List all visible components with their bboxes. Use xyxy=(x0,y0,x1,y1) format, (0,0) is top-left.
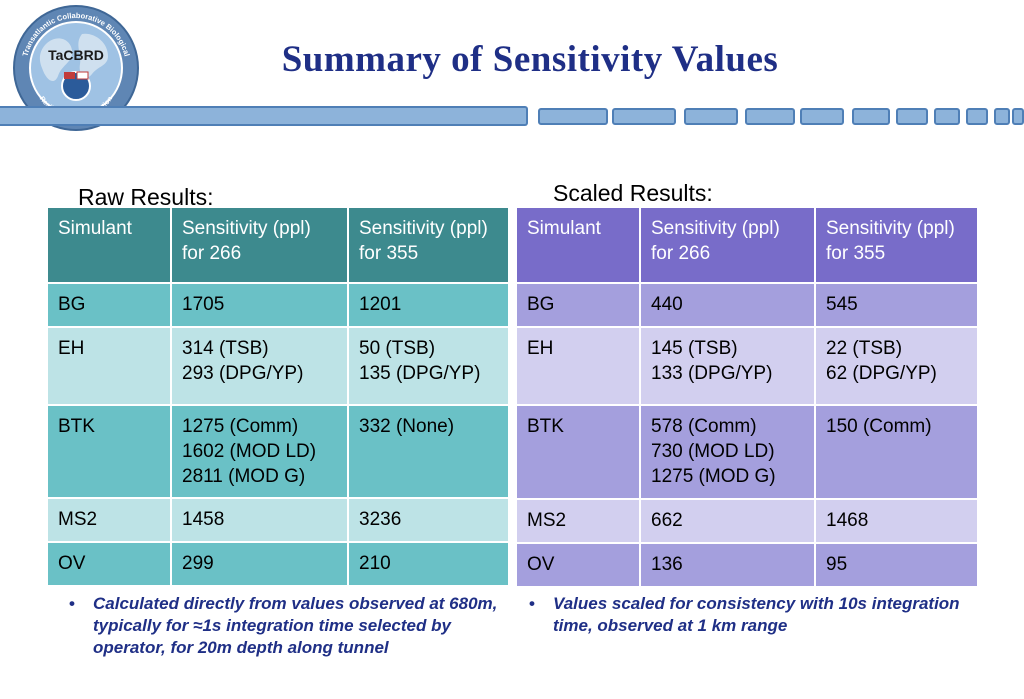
cell-line: 293 (DPG/YP) xyxy=(182,363,304,384)
header-bar-segment xyxy=(852,108,890,125)
scaled-results-table: Simulant Sensitivity (ppl) for 266 Sensi… xyxy=(515,206,979,588)
column-header-simulant: Simulant xyxy=(515,206,641,284)
sensitivity-355-cell: 95 xyxy=(814,542,979,588)
sensitivity-266-cell: 440 xyxy=(639,282,816,328)
cell-line: 50 (TSB) xyxy=(359,338,436,359)
bullet-icon: • xyxy=(69,594,75,613)
cell-line: 135 (DPG/YP) xyxy=(359,363,481,384)
sensitivity-355-cell: 545 xyxy=(814,282,979,328)
simulant-cell: BG xyxy=(515,282,641,328)
bullet-icon: • xyxy=(529,594,535,613)
sensitivity-266-cell: 1275 (Comm) 1602 (MOD LD) 2811 (MOD G) xyxy=(170,404,349,499)
sensitivity-355-cell: 50 (TSB) 135 (DPG/YP) xyxy=(347,326,510,406)
scaled-results-note: • Values scaled for consistency with 10s… xyxy=(529,593,973,637)
header-bar-segment xyxy=(934,108,960,125)
cell-line: 1602 (MOD LD) xyxy=(182,441,317,462)
simulant-cell: BTK xyxy=(46,404,172,499)
cell-line: 1275 (MOD G) xyxy=(651,466,776,487)
cell-line: 2811 (MOD G) xyxy=(182,466,306,487)
cell-line: 62 (DPG/YP) xyxy=(826,363,937,384)
table-row: EH 314 (TSB) 293 (DPG/YP) 50 (TSB) 135 (… xyxy=(46,326,510,406)
column-header-sensitivity-355: Sensitivity (ppl) for 355 xyxy=(347,206,510,284)
column-header-sensitivity-266: Sensitivity (ppl) for 266 xyxy=(170,206,349,284)
table-row: MS2 1458 3236 xyxy=(46,497,510,543)
table-row: BG 440 545 xyxy=(515,282,979,328)
table-row: BG 1705 1201 xyxy=(46,282,510,328)
sensitivity-355-cell: 150 (Comm) xyxy=(814,404,979,500)
cell-line: 314 (TSB) xyxy=(182,338,269,359)
raw-note-text: Calculated directly from values observed… xyxy=(93,594,498,657)
simulant-cell: MS2 xyxy=(46,497,172,543)
header-bar-segment xyxy=(966,108,988,125)
sensitivity-266-cell: 136 xyxy=(639,542,816,588)
simulant-cell: OV xyxy=(46,541,172,587)
logo-name: TaCBRD xyxy=(48,47,104,63)
sensitivity-266-cell: 1705 xyxy=(170,282,349,328)
column-header-sensitivity-266: Sensitivity (ppl) for 266 xyxy=(639,206,816,284)
header-bar-segment xyxy=(896,108,928,125)
sensitivity-355-cell: 1468 xyxy=(814,498,979,544)
sensitivity-355-cell: 332 (None) xyxy=(347,404,510,499)
sensitivity-355-cell: 22 (TSB) 62 (DPG/YP) xyxy=(814,326,979,406)
header-bar-segment xyxy=(684,108,738,125)
sensitivity-266-cell: 1458 xyxy=(170,497,349,543)
simulant-cell: MS2 xyxy=(515,498,641,544)
cell-line: 22 (TSB) xyxy=(826,338,903,359)
scaled-note-text: Values scaled for consistency with 10s i… xyxy=(553,594,960,635)
cell-line: 1275 (Comm) xyxy=(182,416,299,437)
table-header-row: Simulant Sensitivity (ppl) for 266 Sensi… xyxy=(46,206,510,284)
simulant-cell: EH xyxy=(515,326,641,406)
scaled-results-label: Scaled Results: xyxy=(553,180,713,206)
cell-line: 730 (MOD LD) xyxy=(651,441,775,462)
table-row: BTK 578 (Comm) 730 (MOD LD) 1275 (MOD G)… xyxy=(515,404,979,500)
sensitivity-266-cell: 145 (TSB) 133 (DPG/YP) xyxy=(639,326,816,406)
column-header-simulant: Simulant xyxy=(46,206,172,284)
simulant-cell: BG xyxy=(46,282,172,328)
table-row: OV 136 95 xyxy=(515,542,979,588)
header-bar-main xyxy=(0,106,528,126)
header-bar-segment xyxy=(612,108,676,125)
table-header-row: Simulant Sensitivity (ppl) for 266 Sensi… xyxy=(515,206,979,284)
sensitivity-355-cell: 210 xyxy=(347,541,510,587)
raw-results-label: Raw Results: xyxy=(78,184,214,210)
header-bar-segment xyxy=(800,108,844,125)
tacbrd-logo: TaCBRD Transatlantic Collaborative Biolo… xyxy=(13,5,139,131)
cell-line: 133 (DPG/YP) xyxy=(651,363,773,384)
header-bar-segment xyxy=(1012,108,1024,125)
sensitivity-266-cell: 662 xyxy=(639,498,816,544)
table-row: BTK 1275 (Comm) 1602 (MOD LD) 2811 (MOD … xyxy=(46,404,510,499)
sensitivity-266-cell: 578 (Comm) 730 (MOD LD) 1275 (MOD G) xyxy=(639,404,816,500)
header-bar-segment xyxy=(745,108,795,125)
sensitivity-355-cell: 1201 xyxy=(347,282,510,328)
raw-results-table: Simulant Sensitivity (ppl) for 266 Sensi… xyxy=(46,206,510,587)
header-bar-segment xyxy=(994,108,1010,125)
page-title: Summary of Sensitivity Values xyxy=(281,39,779,80)
table-row: MS2 662 1468 xyxy=(515,498,979,544)
header-bar-segment xyxy=(538,108,608,125)
raw-results-note: • Calculated directly from values observ… xyxy=(69,593,503,659)
table-row: OV 299 210 xyxy=(46,541,510,587)
cell-line: 145 (TSB) xyxy=(651,338,738,359)
simulant-cell: EH xyxy=(46,326,172,406)
simulant-cell: OV xyxy=(515,542,641,588)
sensitivity-355-cell: 3236 xyxy=(347,497,510,543)
simulant-cell: BTK xyxy=(515,404,641,500)
table-row: EH 145 (TSB) 133 (DPG/YP) 22 (TSB) 62 (D… xyxy=(515,326,979,406)
sensitivity-266-cell: 314 (TSB) 293 (DPG/YP) xyxy=(170,326,349,406)
column-header-sensitivity-355: Sensitivity (ppl) for 355 xyxy=(814,206,979,284)
cell-line: 578 (Comm) xyxy=(651,416,757,437)
sensitivity-266-cell: 299 xyxy=(170,541,349,587)
